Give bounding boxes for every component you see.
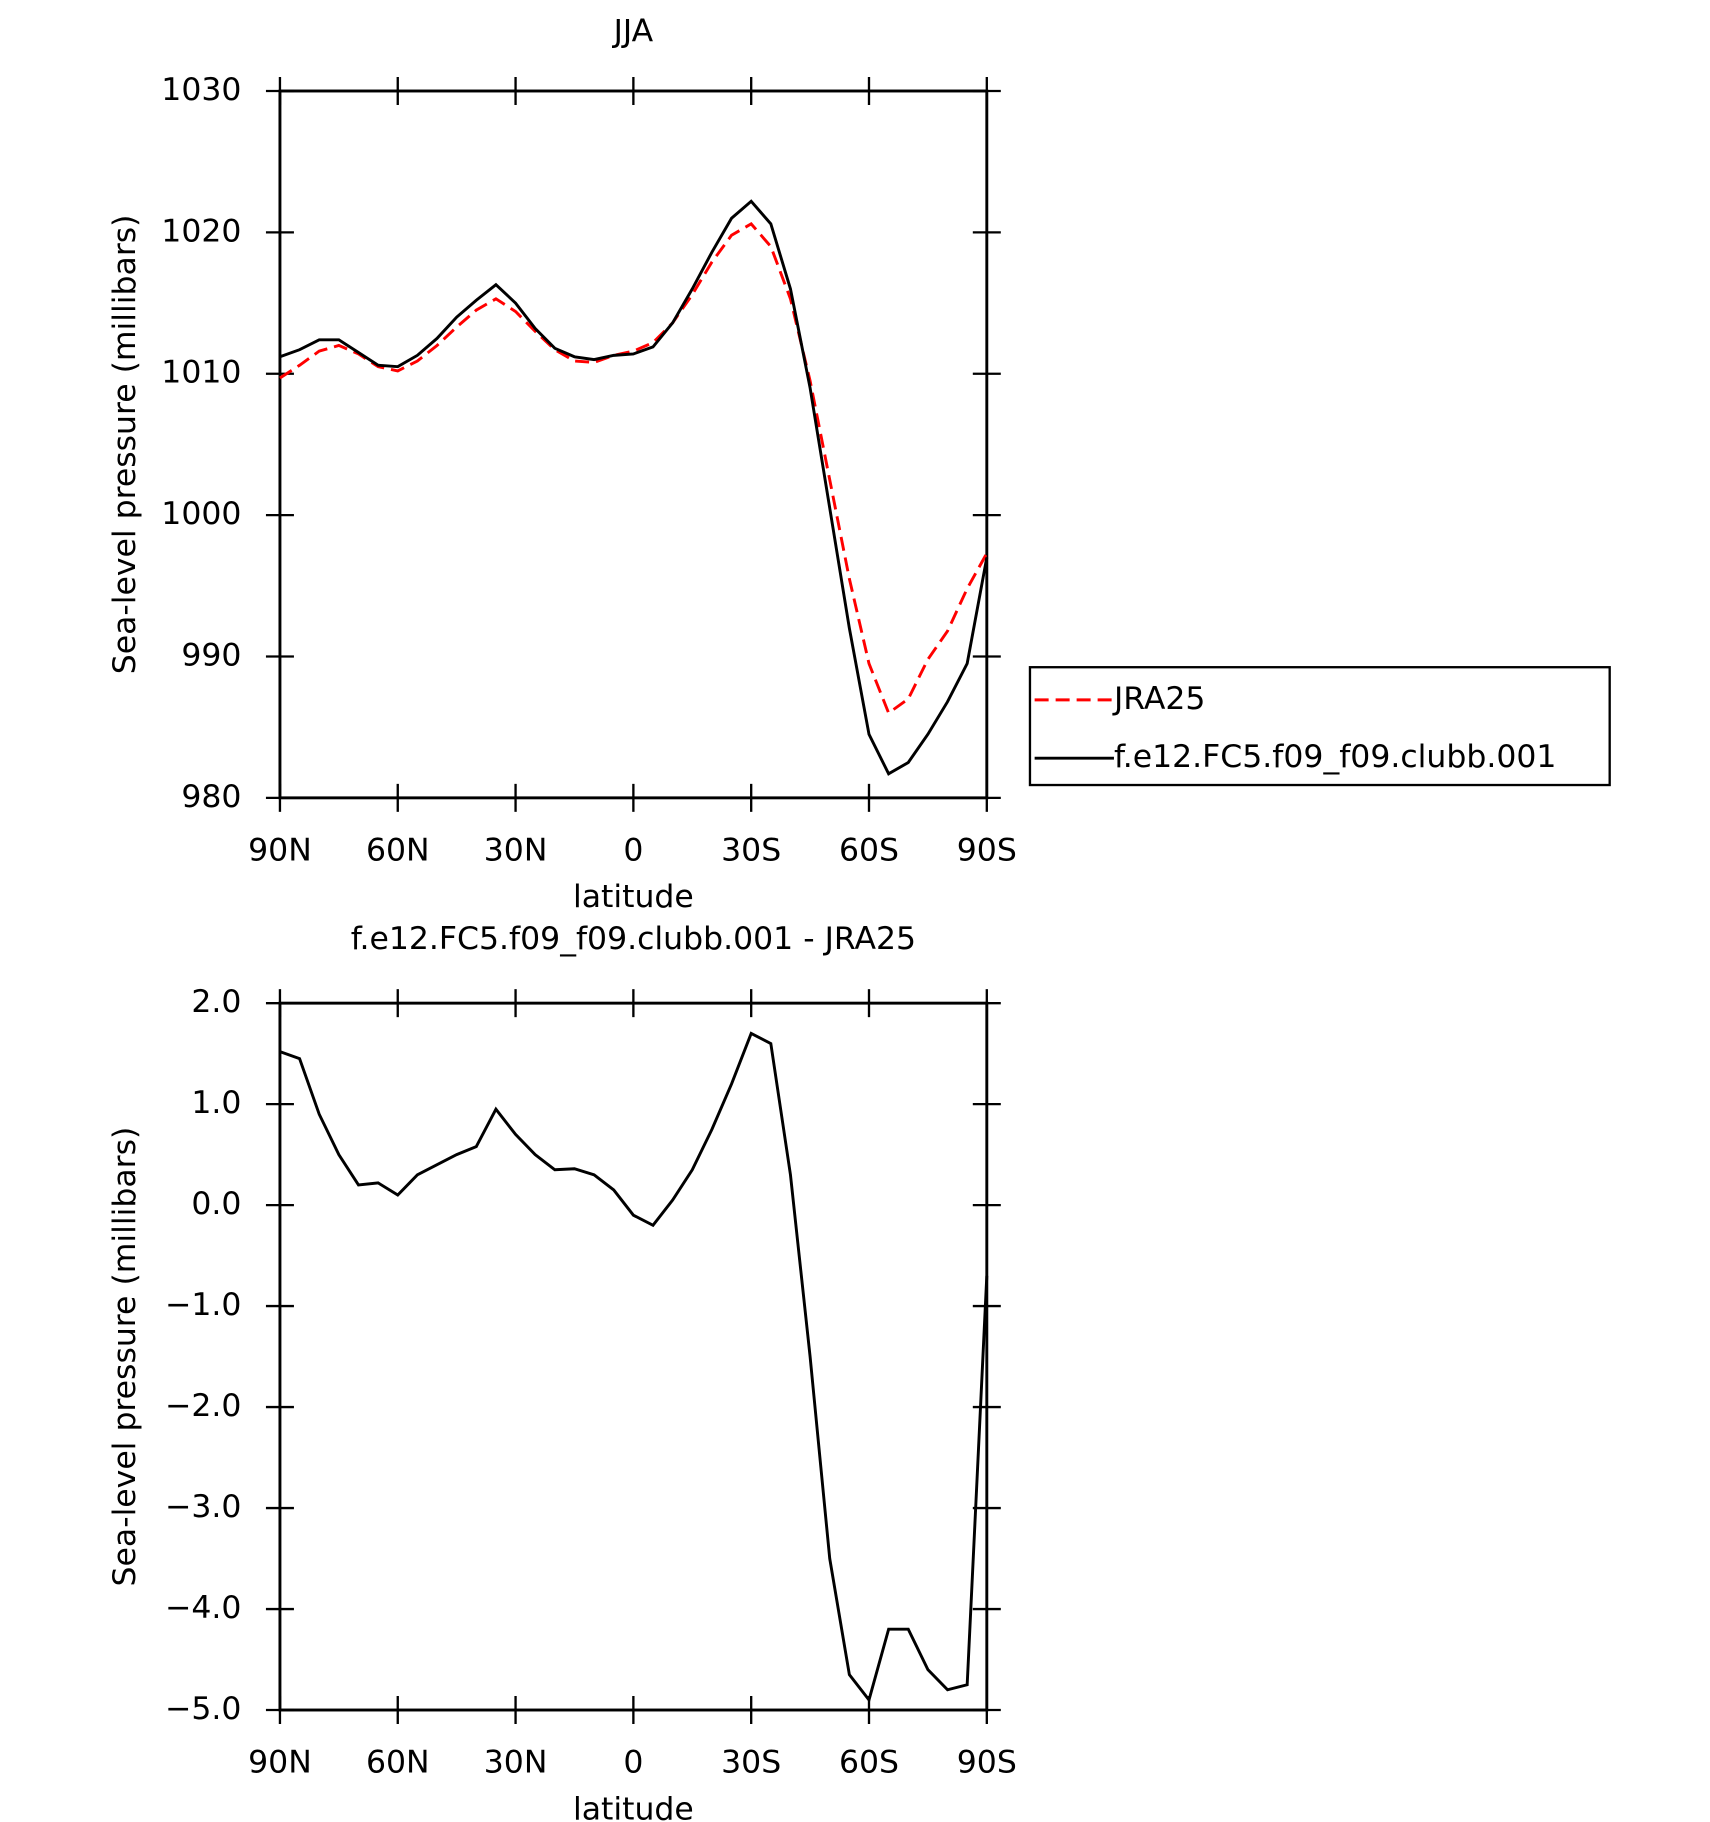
x-tick-label: 0 — [623, 1745, 643, 1781]
y-tick-label: −1.0 — [165, 1287, 241, 1323]
y-tick-label: 1030 — [161, 72, 241, 108]
x-tick-label: 90N — [248, 1745, 312, 1781]
series-line — [279, 199, 989, 776]
y-tick-label: 990 — [181, 637, 241, 673]
series-line — [279, 1031, 989, 1704]
series-line — [279, 222, 989, 716]
x-tick-label: 60S — [839, 1745, 899, 1781]
y-tick-label: 1000 — [161, 496, 241, 532]
y-tick-label: 2.0 — [191, 984, 241, 1020]
x-tick-label: 60N — [366, 1745, 430, 1781]
chart-title: f.e12.FC5.f09_f09.clubb.001 - JRA25 — [351, 921, 916, 957]
x-axis-label: latitude — [573, 1791, 694, 1822]
y-tick-label: 0.0 — [191, 1186, 241, 1222]
y-tick-label: −5.0 — [165, 1691, 241, 1727]
y-tick-label: 1020 — [161, 213, 241, 249]
x-tick-label: 30N — [484, 1745, 548, 1781]
legend-label: f.e12.FC5.f09_f09.clubb.001 — [1114, 739, 1557, 775]
legend-label: JRA25 — [1112, 681, 1205, 717]
x-tick-label: 30S — [721, 1745, 781, 1781]
x-tick-label: 30S — [721, 833, 781, 869]
y-tick-label: 1010 — [161, 355, 241, 391]
x-tick-label: 30N — [484, 833, 548, 869]
x-tick-label: 0 — [623, 833, 643, 869]
plot-frame — [278, 89, 989, 800]
y-tick-label: −4.0 — [165, 1590, 241, 1626]
legend-box — [1028, 666, 1611, 787]
x-tick-label: 60N — [366, 833, 430, 869]
y-tick-label: 1.0 — [191, 1085, 241, 1121]
chart-title: JJA — [612, 14, 654, 50]
y-axis-label: Sea-level pressure (millibars) — [107, 215, 143, 675]
x-tick-label: 90N — [248, 833, 312, 869]
x-axis-label: latitude — [573, 879, 694, 915]
y-tick-label: 980 — [181, 779, 241, 815]
plot-frame — [278, 1001, 989, 1712]
y-tick-label: −3.0 — [165, 1489, 241, 1525]
x-tick-label: 90S — [957, 833, 1017, 869]
x-tick-label: 60S — [839, 833, 899, 869]
y-tick-label: −2.0 — [165, 1388, 241, 1424]
x-tick-label: 90S — [957, 1745, 1017, 1781]
y-axis-label: Sea-level pressure (millibars) — [107, 1127, 143, 1587]
